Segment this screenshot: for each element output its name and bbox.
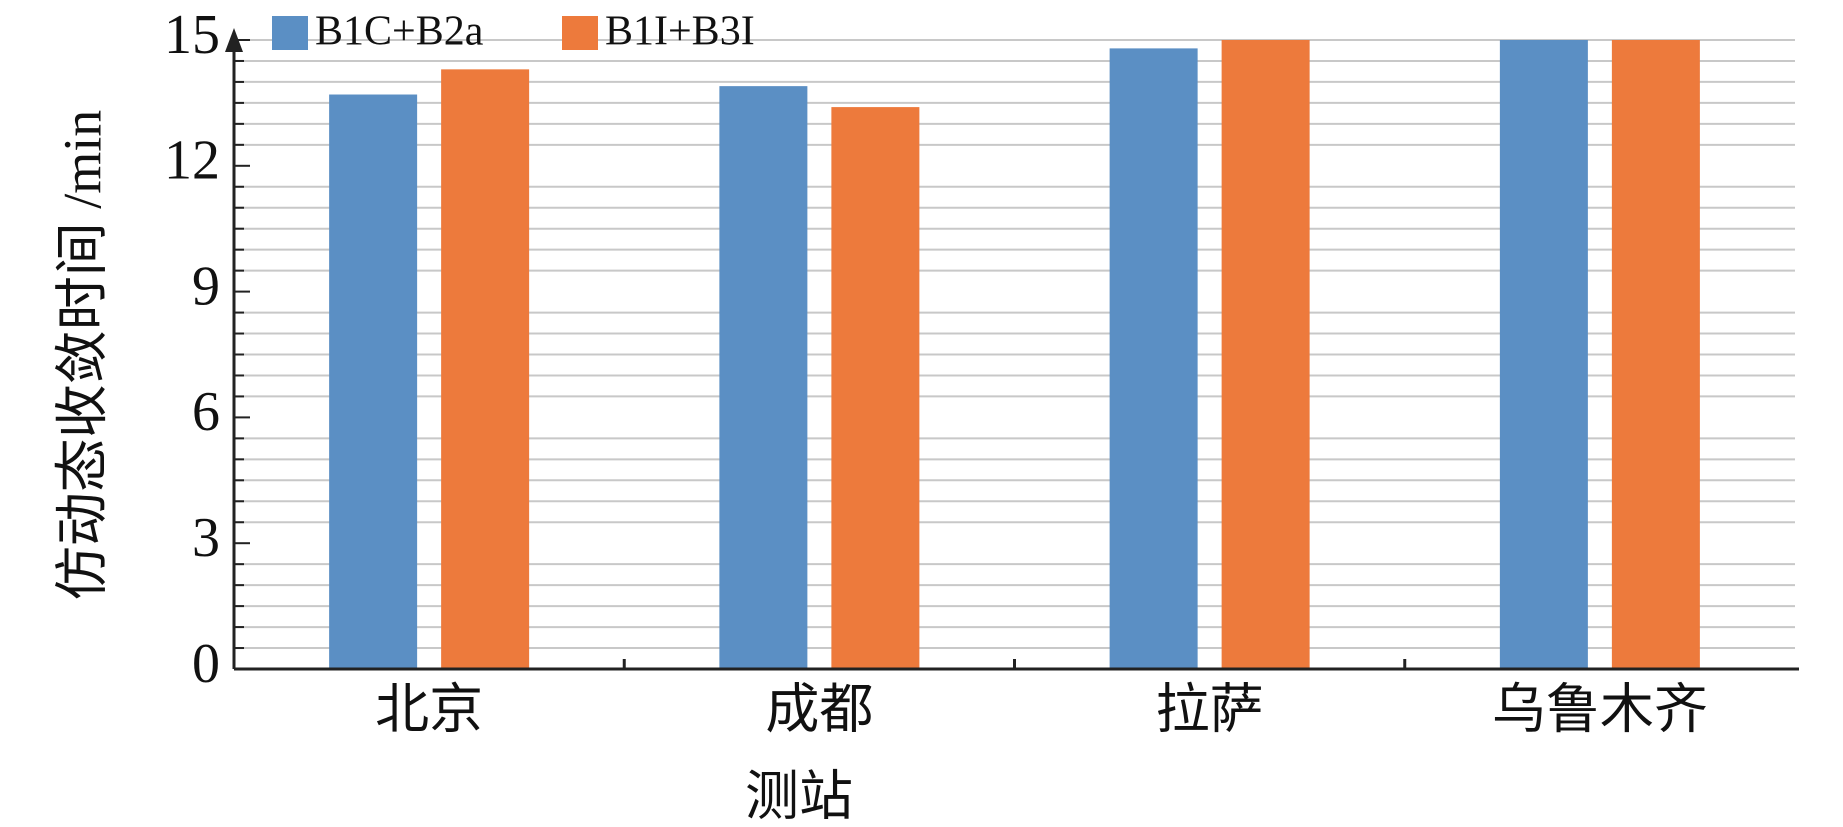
- y-tick-label: 3: [192, 507, 220, 569]
- bar: [1109, 48, 1198, 670]
- y-tick-label: 9: [192, 255, 220, 317]
- bar: [329, 94, 418, 670]
- bar: [719, 86, 808, 670]
- x-tick-label: 北京: [375, 679, 483, 739]
- x-tick-label: 成都: [765, 679, 873, 739]
- legend-label: B1C+B2a: [315, 9, 484, 55]
- bar: [1499, 40, 1588, 669]
- bar: [1611, 40, 1700, 669]
- y-axis-label: 仿动态收敛时间 /min: [52, 110, 112, 601]
- y-tick-label: 0: [192, 633, 220, 695]
- x-tick-label: 乌鲁木齐: [1492, 679, 1708, 739]
- bar: [831, 107, 920, 670]
- axis-arrow: [225, 28, 243, 52]
- y-tick-label: 6: [192, 381, 220, 443]
- legend-label: B1I+B3I: [605, 9, 755, 55]
- x-tick-label: 拉萨: [1156, 679, 1264, 739]
- y-tick-label: 12: [164, 130, 220, 192]
- x-axis-label: 测站: [745, 766, 853, 826]
- bar: [1221, 40, 1310, 669]
- y-tick-label: 15: [164, 4, 220, 66]
- legend-swatch: [562, 16, 598, 50]
- bar: [441, 69, 530, 669]
- legend-swatch: [272, 16, 308, 50]
